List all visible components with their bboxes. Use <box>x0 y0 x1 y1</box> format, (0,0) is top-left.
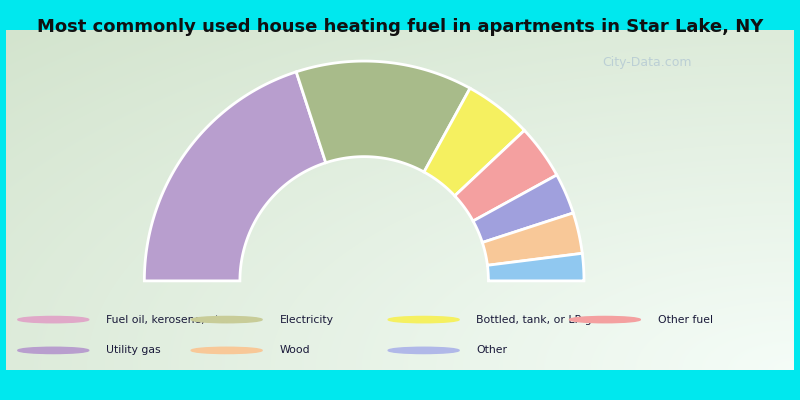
Circle shape <box>388 316 459 323</box>
Text: Fuel oil, kerosene, etc.: Fuel oil, kerosene, etc. <box>106 314 229 325</box>
Circle shape <box>18 347 89 354</box>
Circle shape <box>570 316 640 323</box>
Polygon shape <box>144 72 326 281</box>
Circle shape <box>18 316 89 323</box>
Polygon shape <box>296 61 470 172</box>
Text: Electricity: Electricity <box>279 314 334 325</box>
Polygon shape <box>482 213 582 265</box>
Polygon shape <box>487 253 584 281</box>
Polygon shape <box>424 88 525 196</box>
Circle shape <box>388 347 459 354</box>
Circle shape <box>191 316 262 323</box>
Text: Other: Other <box>477 345 507 355</box>
Text: City-Data.com: City-Data.com <box>602 56 692 69</box>
Text: Other fuel: Other fuel <box>658 314 713 325</box>
Polygon shape <box>454 130 557 221</box>
Text: Wood: Wood <box>279 345 310 355</box>
Circle shape <box>191 347 262 354</box>
Text: Bottled, tank, or LP gas: Bottled, tank, or LP gas <box>477 314 604 325</box>
Text: Most commonly used house heating fuel in apartments in Star Lake, NY: Most commonly used house heating fuel in… <box>37 18 763 36</box>
Polygon shape <box>473 175 574 242</box>
Text: Utility gas: Utility gas <box>106 345 161 355</box>
